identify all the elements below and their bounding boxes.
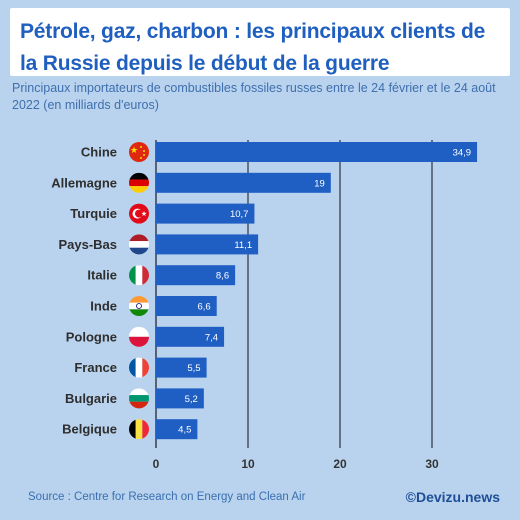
category-label: Italie <box>87 268 117 283</box>
turkey-flag-icon: ★ <box>129 203 149 224</box>
belgium-flag-icon <box>129 419 149 440</box>
category-label: Pologne <box>66 329 117 344</box>
bar-value-label: 5,2 <box>185 394 198 405</box>
bar-value-label: 10,7 <box>230 209 249 220</box>
category-label: Inde <box>90 299 117 314</box>
category-label: France <box>74 360 117 375</box>
italy-flag-icon <box>129 265 149 286</box>
bar <box>156 234 259 255</box>
netherlands-flag-icon <box>129 234 149 255</box>
bar <box>156 172 331 193</box>
x-tick-label: 0 <box>153 457 160 471</box>
chart-title-line-2: la Russie depuis le début de la guerre <box>20 52 390 75</box>
bar-value-label: 11,1 <box>234 240 252 251</box>
bar <box>156 357 207 378</box>
poland-flag-icon <box>129 326 149 347</box>
bar-value-label: 34,9 <box>453 148 472 159</box>
x-tick-label: 30 <box>425 457 439 471</box>
svg-text:★: ★ <box>141 210 147 218</box>
bar-value-label: 19 <box>314 178 325 189</box>
india-flag-icon <box>129 296 149 316</box>
bar-value-label: 4,5 <box>178 425 191 436</box>
bar-value-label: 6,6 <box>198 302 211 313</box>
chart-subtitle: Principaux importateurs de combustibles … <box>12 81 496 112</box>
x-tick-label: 10 <box>241 457 255 471</box>
bar <box>156 419 198 440</box>
title-box: Pétrole, gaz, charbon : les principaux c… <box>10 8 510 76</box>
bar-chart: 0 10 20 30 Chine ★ 34,9 Allemagne 19 Turquie ★ 10,7… <box>51 140 478 471</box>
bar <box>156 203 255 224</box>
chart-title-line-1: Pétrole, gaz, charbon : les principaux c… <box>20 20 486 43</box>
category-label: Turquie <box>70 206 117 221</box>
bar <box>156 142 478 162</box>
x-tick-label: 20 <box>333 457 347 471</box>
bar-value-label: 5,5 <box>187 363 200 374</box>
bar-value-label: 7,4 <box>205 332 218 343</box>
category-label: Allemagne <box>51 175 117 190</box>
bar <box>156 296 217 316</box>
france-flag-icon <box>129 357 149 378</box>
category-label: Chine <box>81 145 117 160</box>
bar <box>156 326 225 347</box>
bulgaria-flag-icon <box>129 388 149 409</box>
category-label: Bulgarie <box>65 391 117 406</box>
brand-logo-text: ©Devizu.news <box>405 489 500 505</box>
category-label: Pays-Bas <box>58 237 117 252</box>
bar <box>156 388 204 409</box>
germany-flag-icon <box>129 172 149 193</box>
source-note: Source : Centre for Research on Energy a… <box>28 491 306 503</box>
category-label: Belgique <box>62 422 117 437</box>
bar <box>156 265 236 286</box>
china-flag-icon: ★ <box>129 142 149 162</box>
bar-value-label: 8,6 <box>216 271 229 282</box>
svg-text:★: ★ <box>130 145 138 155</box>
